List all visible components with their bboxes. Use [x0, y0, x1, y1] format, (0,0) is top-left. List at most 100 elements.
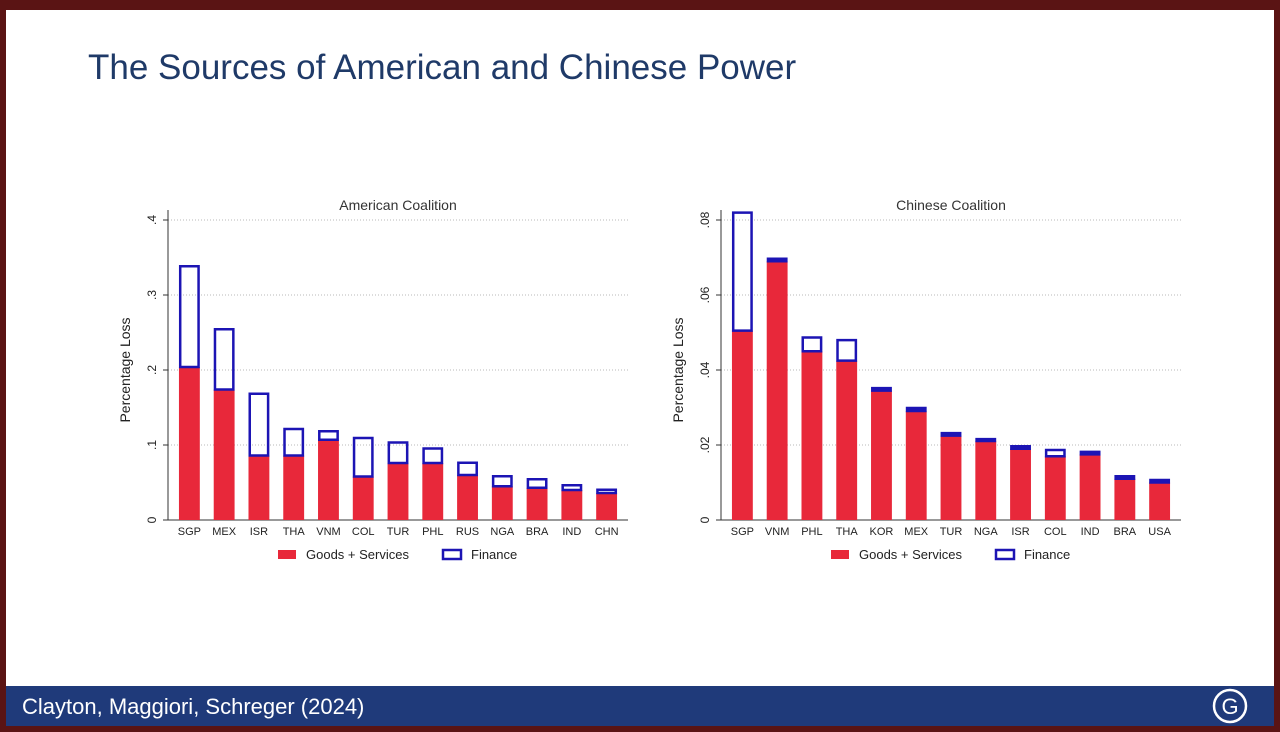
bar-finance: [836, 338, 858, 362]
bar-goods-services: [596, 493, 618, 520]
x-tick-label: PHL: [422, 526, 443, 538]
legend-swatch-goods: [278, 550, 296, 559]
bar-finance: [1149, 478, 1171, 484]
x-tick-label: VNM: [765, 526, 789, 538]
bar-finance: [422, 447, 444, 465]
slide: The Sources of American and Chinese Powe…: [6, 10, 1274, 686]
bar-finance: [731, 211, 753, 332]
bar-finance: [1114, 475, 1136, 480]
legend-label-goods: Goods + Services: [859, 547, 962, 562]
bar-goods-services: [318, 439, 339, 520]
bar-goods-services: [766, 261, 788, 520]
y-tick-label: .4: [145, 215, 159, 225]
y-tick-label: .1: [145, 440, 159, 450]
y-tick-label: 0: [698, 516, 712, 523]
x-tick-label: THA: [836, 526, 859, 538]
bar-finance: [766, 257, 788, 263]
x-tick-label: KOR: [870, 526, 894, 538]
x-tick-label: TUR: [940, 526, 963, 538]
legend-label-finance: Finance: [471, 547, 517, 562]
legend-swatch-finance: [994, 548, 1016, 561]
y-tick-label: .06: [698, 286, 712, 303]
legend-label-goods: Goods + Services: [306, 547, 409, 562]
x-tick-label: COL: [1044, 526, 1067, 538]
x-tick-label: SGP: [178, 526, 201, 538]
x-tick-label: IND: [1081, 526, 1100, 538]
bar-finance: [178, 265, 200, 369]
footer-citation: Clayton, Maggiori, Schreger (2024): [22, 694, 365, 719]
x-tick-label: MEX: [212, 526, 237, 538]
bar-goods-services: [526, 487, 548, 520]
chinese-coalition-chart: Chinese Coalition Percentage Loss 0 .02 .04.…: [670, 197, 1181, 562]
x-tick-label: ISR: [250, 526, 268, 538]
bar-goods-services: [178, 367, 200, 520]
bar-finance: [387, 441, 409, 465]
y-tick-label: .04: [698, 361, 712, 378]
x-tick-label: NGA: [490, 526, 515, 538]
bar-finance: [940, 431, 962, 437]
bar-goods-services: [248, 455, 270, 520]
y-tick-label: 0: [145, 516, 159, 523]
bar-goods-services: [905, 411, 927, 520]
bar-finance: [905, 406, 927, 413]
bar-goods-services: [213, 389, 235, 520]
bar-goods-services: [801, 351, 823, 520]
bar-finance: [1010, 445, 1031, 450]
american-coalition-chart: American Coalition Percentage Loss 0 .1 .2 .3…: [117, 197, 628, 562]
bar-goods-services: [1079, 454, 1101, 520]
x-tick-label: RUS: [456, 526, 479, 538]
legend-swatch-goods: [831, 550, 849, 559]
bar-goods-services: [1149, 482, 1171, 520]
bar-goods-services: [871, 390, 892, 520]
bar-finance: [975, 437, 997, 443]
bar-finance: [871, 386, 892, 392]
bar-goods-services: [457, 475, 478, 520]
x-tick-label: COL: [352, 526, 375, 538]
legend-swatch-finance: [441, 548, 463, 561]
x-tick-label: VNM: [316, 526, 340, 538]
bar-finance: [352, 436, 374, 478]
x-tick-label: SGP: [731, 526, 754, 538]
bar-finance: [526, 478, 548, 489]
x-tick-label: BRA: [526, 526, 549, 538]
x-tick-label: MEX: [904, 526, 929, 538]
bar-finance: [801, 336, 823, 353]
x-tick-label: PHL: [801, 526, 822, 538]
x-tick-label: ISR: [1011, 526, 1029, 538]
x-tick-label: THA: [283, 526, 306, 538]
x-tick-label: TUR: [387, 526, 410, 538]
x-tick-label: CHN: [595, 526, 619, 538]
bar-finance: [1079, 450, 1101, 456]
bar-finance: [318, 430, 339, 441]
g-logo-icon: G: [1212, 688, 1248, 724]
bar-finance: [491, 475, 513, 488]
y-axis-label: Percentage Loss: [117, 317, 133, 422]
bar-goods-services: [836, 360, 858, 520]
x-tick-label: BRA: [1114, 526, 1137, 538]
bar-finance: [1044, 448, 1066, 458]
bar-goods-services: [491, 486, 513, 520]
bar-goods-services: [940, 435, 962, 520]
chart-title: Chinese Coalition: [896, 197, 1006, 213]
y-tick-label: .08: [698, 211, 712, 228]
bar-goods-services: [283, 455, 305, 520]
y-tick-label: .02: [698, 436, 712, 453]
slide-title: The Sources of American and Chinese Powe…: [88, 48, 797, 87]
bar-goods-services: [1114, 478, 1136, 520]
bar-finance: [457, 461, 478, 477]
bottom-strip: [0, 726, 1280, 732]
bar-finance: [248, 392, 270, 457]
bar-finance: [283, 427, 305, 457]
bar-goods-services: [561, 490, 583, 520]
bar-goods-services: [975, 441, 997, 520]
y-tick-label: .2: [145, 365, 159, 375]
bar-goods-services: [352, 476, 374, 520]
footer-bar: Clayton, Maggiori, Schreger (2024) G: [6, 686, 1274, 726]
bar-goods-services: [387, 463, 409, 520]
x-tick-label: NGA: [974, 526, 999, 538]
chart-title: American Coalition: [339, 197, 457, 213]
bar-finance: [213, 328, 235, 391]
bar-goods-services: [1010, 448, 1031, 520]
bar-finance: [596, 488, 618, 495]
bar-goods-services: [422, 463, 444, 520]
